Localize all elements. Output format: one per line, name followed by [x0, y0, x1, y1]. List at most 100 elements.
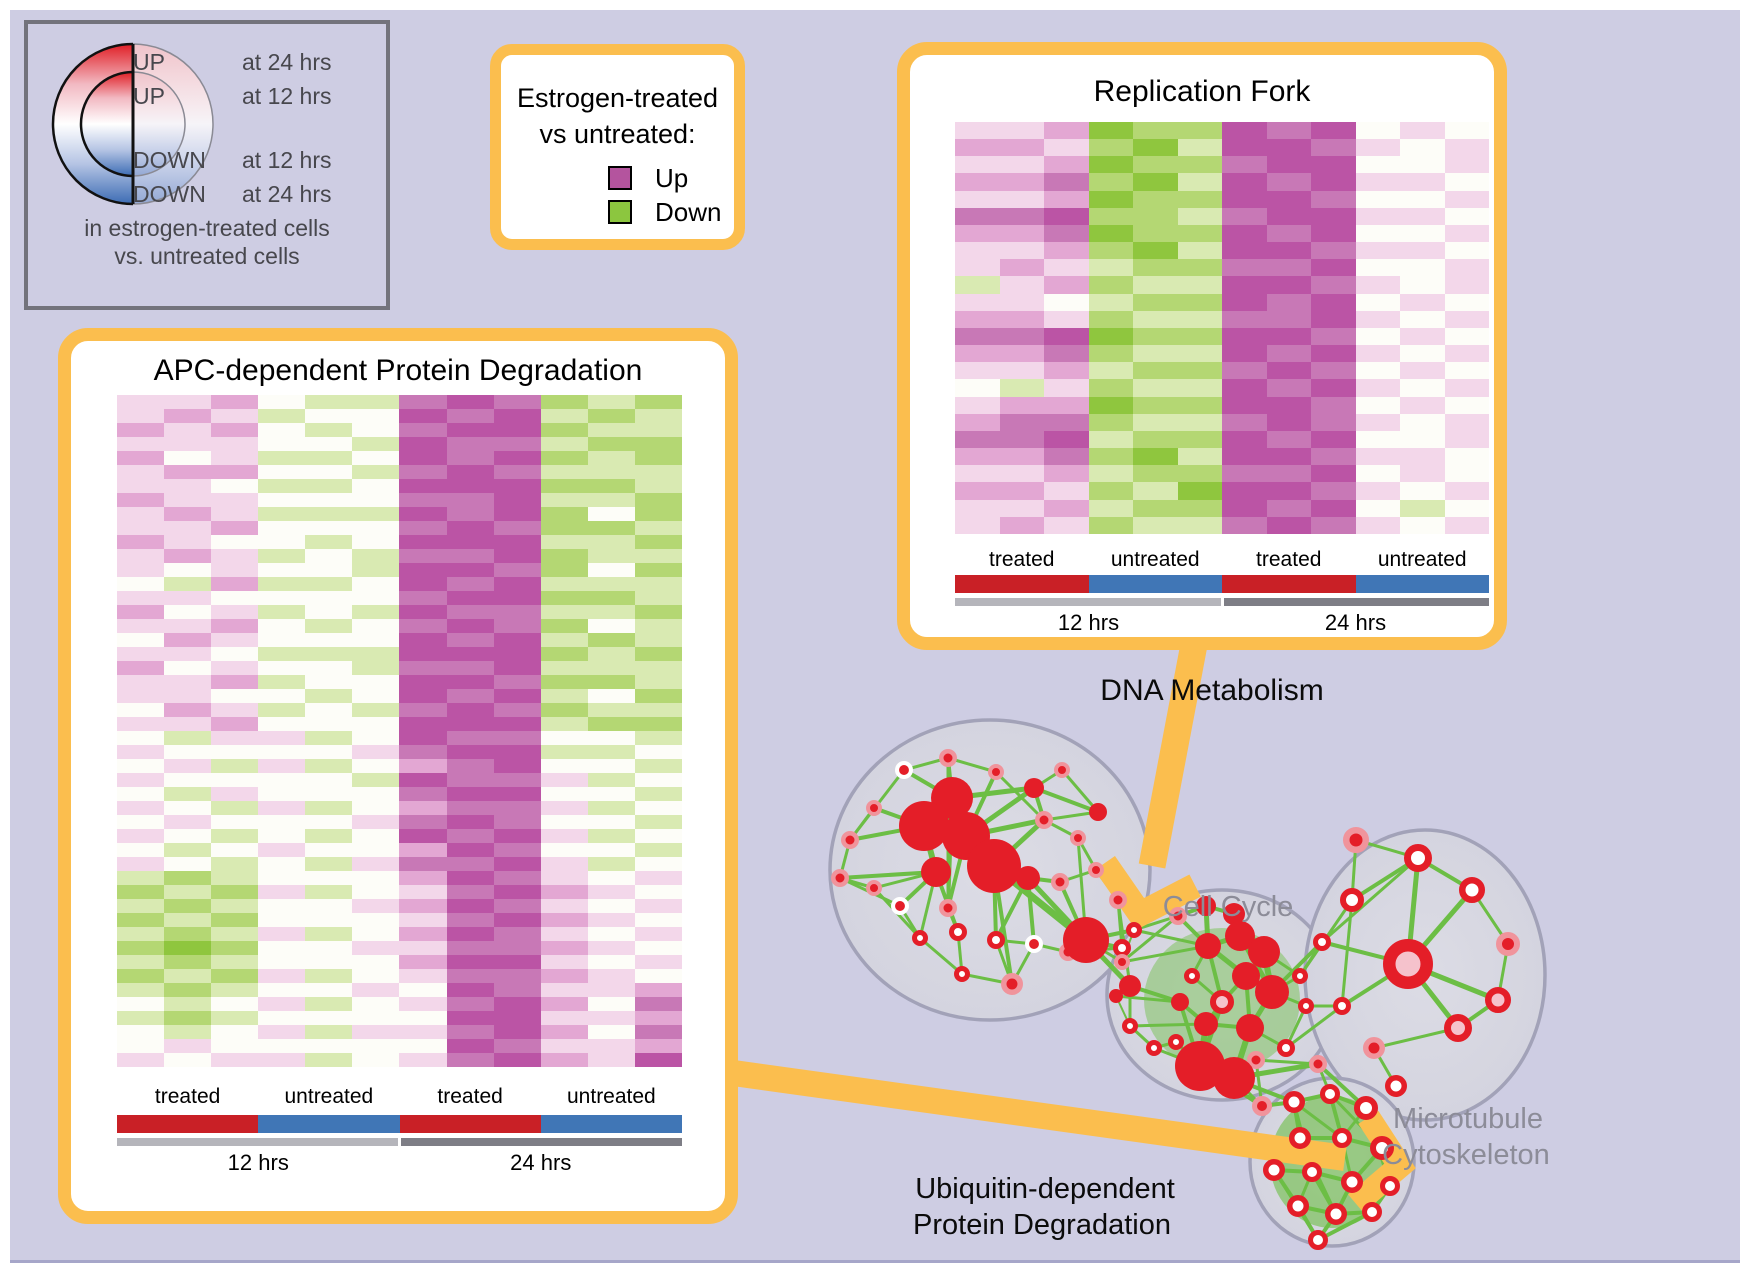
updown-row0-time: at 24 hrs — [242, 49, 332, 75]
heatmap-cell — [1044, 156, 1089, 174]
heatmap-cell — [258, 675, 306, 689]
heatmap-cell — [1444, 293, 1489, 311]
heatmap-cell — [352, 969, 400, 983]
rf-time-bars — [955, 598, 1489, 606]
heatmap-cell — [999, 396, 1044, 414]
heatmap-cell — [258, 535, 306, 549]
heatmap-cell — [1400, 259, 1445, 277]
heatmap-cell — [493, 437, 541, 451]
heatmap-cell — [493, 395, 541, 409]
label-ubiquitin-line1: Ubiquitin-dependent — [915, 1173, 1175, 1205]
heatmap-cell — [587, 815, 635, 829]
heatmap-cell — [1133, 293, 1178, 311]
heatmap-cell — [587, 647, 635, 661]
heatmap-cell — [211, 1053, 259, 1067]
network-node — [1035, 811, 1053, 829]
updown-ring-left-half — [81, 72, 133, 176]
network-node — [1171, 993, 1189, 1011]
heatmap-cell — [305, 787, 353, 801]
apc-time-label-12: 12 hrs — [227, 1150, 289, 1175]
heatmap-cell — [634, 899, 682, 913]
network-node — [939, 899, 957, 917]
heatmap-cell — [1311, 465, 1356, 483]
heatmap-cell — [1088, 276, 1133, 294]
heatmap-cell — [117, 871, 165, 885]
heatmap-cell — [117, 983, 165, 997]
heatmap-cell — [211, 563, 259, 577]
heatmap-cell — [1311, 224, 1356, 243]
rf-bar-untreated-24 — [1355, 575, 1489, 593]
heatmap-cell — [399, 675, 447, 689]
heatmap-cell — [634, 409, 682, 423]
heatmap-cell — [634, 703, 682, 717]
heatmap-cell — [446, 1011, 494, 1025]
heatmap-cell — [1222, 327, 1267, 346]
heatmap-cell — [211, 899, 259, 913]
heatmap-cell — [352, 535, 400, 549]
heatmap-cell — [211, 787, 259, 801]
network-node — [1252, 1096, 1272, 1116]
heatmap-cell — [540, 871, 588, 885]
heatmap-cell — [587, 703, 635, 717]
heatmap-cell — [258, 745, 306, 759]
heatmap-cell — [955, 259, 1000, 277]
network-node — [1383, 939, 1433, 989]
heatmap-cell — [999, 173, 1044, 191]
heatmap-cell — [117, 395, 165, 409]
heatmap-cell — [446, 619, 494, 633]
heatmap-cell — [540, 605, 588, 619]
heatmap-cell — [1266, 207, 1311, 225]
heatmap-cell — [999, 259, 1044, 277]
heatmap-cell — [164, 493, 212, 507]
rf-bar-12hrs — [955, 598, 1221, 606]
heatmap-cell — [305, 661, 353, 675]
network-node — [912, 930, 928, 946]
heatmap-cell — [540, 717, 588, 731]
updown-row1-time: at 12 hrs — [242, 83, 332, 109]
heatmap-cell — [955, 242, 1000, 260]
heatmap-cell — [258, 759, 306, 773]
heatmap-cell — [258, 815, 306, 829]
heatmap-cell — [352, 409, 400, 423]
heatmap-cell — [999, 448, 1044, 466]
heatmap-cell — [1222, 413, 1267, 431]
heatmap-cell — [117, 899, 165, 913]
heatmap-cell — [540, 787, 588, 801]
heatmap-cell — [955, 224, 1000, 243]
rf-time-labels: 12 hrs 24 hrs — [955, 610, 1489, 636]
heatmap-cell — [999, 430, 1044, 449]
heatmap-cell — [999, 516, 1044, 534]
heatmap-cell — [305, 479, 353, 493]
heatmap-cell — [352, 703, 400, 717]
heatmap-cell — [352, 955, 400, 969]
heatmap-cell — [352, 843, 400, 857]
heatmap-cell — [164, 1011, 212, 1025]
heatmap-cell — [211, 843, 259, 857]
heatmap-cell — [164, 521, 212, 535]
heatmap-cell — [587, 577, 635, 591]
heatmap-cell — [399, 857, 447, 871]
heatmap-cell — [1444, 122, 1489, 140]
heatmap-cell — [352, 829, 400, 843]
heatmap-cell — [540, 1053, 588, 1067]
heatmap-cell — [164, 1025, 212, 1039]
heatmap-cell — [1266, 139, 1311, 157]
heatmap-cell — [211, 409, 259, 423]
replication-fork-panel: Replication Fork treated untreated treat… — [897, 42, 1507, 650]
heatmap-cell — [352, 983, 400, 997]
heatmap-cell — [211, 941, 259, 955]
heatmap-cell — [399, 563, 447, 577]
heatmap-cell — [117, 521, 165, 535]
heatmap-cell — [999, 379, 1044, 397]
heatmap-cell — [352, 605, 400, 619]
network-labels: DNA Metabolism Cell Cycle Microtubule Cy… — [913, 674, 1550, 1241]
heatmap-cell — [1044, 362, 1089, 380]
heatmap-cell — [1088, 259, 1133, 277]
heatmap-cell — [1266, 156, 1311, 174]
network-node — [1024, 778, 1044, 798]
heatmap-cell — [1044, 207, 1089, 225]
heatmap-cell — [164, 451, 212, 465]
heatmap-cell — [1222, 259, 1267, 277]
heatmap-cell — [446, 535, 494, 549]
heatmap-cell — [305, 899, 353, 913]
